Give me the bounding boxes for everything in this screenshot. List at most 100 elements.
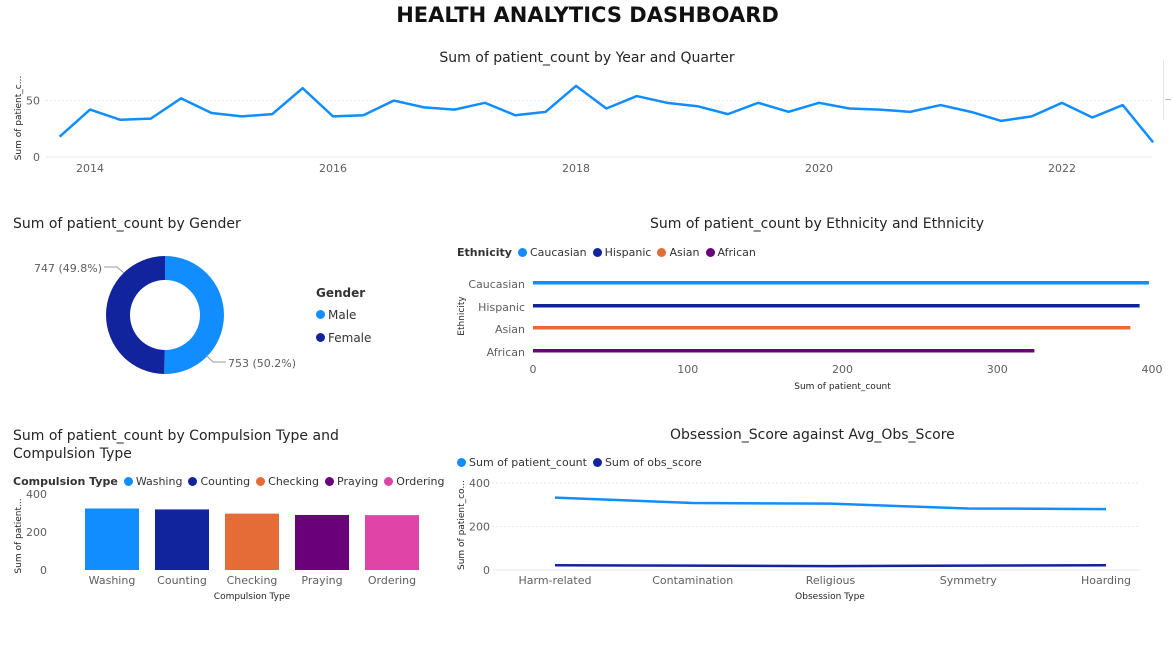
legend-item-hispanic[interactable]: Hispanic xyxy=(592,246,652,259)
series-line xyxy=(58,84,1155,144)
x-tick-label: Symmetry xyxy=(940,574,998,587)
scrollbar-track[interactable] xyxy=(1163,60,1164,120)
y-tick-label: 0 xyxy=(33,151,40,164)
x-tick-label: 400 xyxy=(1142,363,1163,376)
bar-asian xyxy=(533,326,1131,330)
gender-legend-title: Gender xyxy=(316,286,366,300)
ethnicity-chart-title: Sum of patient_count by Ethnicity and Et… xyxy=(650,216,985,232)
gender-donut-chart[interactable]: 753 (50.2%) 747 (49.8%) xyxy=(0,240,310,390)
leader-line xyxy=(205,354,226,363)
obsession-line-chart[interactable]: 0 200 400 Harm-related Contamination Religiou… xyxy=(450,470,1170,610)
legend-label: Sum of patient_count xyxy=(469,456,587,469)
x-axis-label: Sum of patient_count xyxy=(794,382,891,392)
legend-title: Ethnicity xyxy=(457,246,512,259)
legend-item-obs-score[interactable]: Sum of obs_score xyxy=(592,456,702,469)
obsession-legend[interactable]: Sum of patient_count Sum of obs_score xyxy=(457,456,708,469)
y-axis-label: Ethnicity xyxy=(457,296,467,336)
x-tick-label: 2018 xyxy=(562,162,590,175)
y-tick-label: 400 xyxy=(26,490,47,501)
y-tick-label: Asian xyxy=(495,323,525,336)
obsession-chart-title: Obsession_Score against Avg_Obs_Score xyxy=(670,427,955,443)
y-axis-label: Sum of patient_c... xyxy=(14,76,24,161)
swatch-icon xyxy=(657,248,667,257)
y-tick-label: African xyxy=(487,346,525,359)
legend-label: Hispanic xyxy=(604,246,652,259)
ethnicity-bar-chart[interactable]: Caucasian Hispanic Asian African 0 100 200 300 4… xyxy=(450,268,1170,398)
bar-counting xyxy=(155,509,209,570)
male-swatch-icon xyxy=(316,310,325,319)
legend-label: Sum of obs_score xyxy=(604,456,702,469)
bar-praying xyxy=(295,514,349,570)
swatch-icon xyxy=(517,248,527,257)
x-tick-label: 100 xyxy=(677,363,698,376)
y-axis-label: Sum of patient_co... xyxy=(457,480,467,570)
x-tick-label: Praying xyxy=(301,574,342,587)
legend-label: Praying xyxy=(337,475,379,488)
y-tick-label: 200 xyxy=(26,526,47,539)
series-line-patient-count xyxy=(554,496,1107,511)
legend-item-praying[interactable]: Praying xyxy=(325,475,378,488)
gender-legend[interactable]: Gender Male Female xyxy=(316,283,371,349)
x-tick-label: Washing xyxy=(89,574,136,587)
legend-label: Caucasian xyxy=(529,246,587,259)
legend-label: Asian xyxy=(669,246,700,259)
legend-label: Washing xyxy=(135,475,183,488)
legend-item-african[interactable]: African xyxy=(705,246,756,259)
legend-item-ordering[interactable]: Ordering xyxy=(384,475,445,488)
legend-title: Compulsion Type xyxy=(13,475,118,488)
swatch-icon xyxy=(325,477,334,486)
series-line-obs-score xyxy=(554,563,1107,568)
legend-item-asian[interactable]: Asian xyxy=(657,246,700,259)
gender-chart-title: Sum of patient_count by Gender xyxy=(13,216,241,232)
compulsion-bar-chart[interactable]: 0 200 400 Washing Counting Checking Praying Ord… xyxy=(0,490,440,610)
x-tick-label: Harm-related xyxy=(519,574,592,587)
y-tick-label: 50 xyxy=(26,95,40,108)
compulsion-legend[interactable]: Compulsion Type Washing Counting Checkin… xyxy=(13,475,451,488)
swatch-icon xyxy=(705,248,715,257)
ethnicity-legend[interactable]: Ethnicity Caucasian Hispanic Asian Afric… xyxy=(457,246,762,259)
legend-item-caucasian[interactable]: Caucasian xyxy=(517,246,587,259)
legend-label: African xyxy=(717,246,756,259)
x-tick-label: 2022 xyxy=(1048,162,1076,175)
year-quarter-line-chart[interactable]: Sum of patient_count by Year and Quarter… xyxy=(0,40,1160,190)
swatch-icon xyxy=(123,477,133,486)
legend-item-male[interactable]: Male xyxy=(316,303,371,326)
x-tick-label: Hoarding xyxy=(1081,574,1131,587)
swatch-icon xyxy=(256,477,266,486)
swatch-icon xyxy=(592,458,602,467)
legend-item-washing[interactable]: Washing xyxy=(123,475,183,488)
donut-slice-female xyxy=(105,256,165,374)
chart-title: Sum of patient_count by Year and Quarter xyxy=(439,50,734,66)
swatch-icon xyxy=(188,477,198,486)
legend-item-checking[interactable]: Checking xyxy=(256,475,319,488)
bar-washing xyxy=(85,508,139,570)
y-tick-label: 400 xyxy=(469,477,490,490)
x-tick-label: Ordering xyxy=(368,574,416,587)
y-tick-label: 200 xyxy=(469,521,490,534)
x-tick-label: 200 xyxy=(832,363,853,376)
legend-label: Counting xyxy=(200,475,251,488)
x-tick-label: 2016 xyxy=(319,162,347,175)
y-axis-label: Sum of patient... xyxy=(14,498,24,573)
legend-label: Checking xyxy=(268,475,319,488)
female-swatch-icon xyxy=(316,333,325,342)
x-tick-label: Contamination xyxy=(652,574,733,587)
y-tick-label: 0 xyxy=(40,564,47,577)
x-tick-label: Counting xyxy=(157,574,207,587)
bar-caucasian xyxy=(533,281,1149,285)
donut-slice-male xyxy=(164,256,224,374)
legend-label: Male xyxy=(328,307,357,322)
bar-hispanic xyxy=(533,304,1140,308)
compulsion-title-line1: Sum of patient_count by Compulsion Type … xyxy=(13,428,339,444)
x-tick-label: Checking xyxy=(227,574,278,587)
y-tick-label: Hispanic xyxy=(478,301,525,314)
legend-item-counting[interactable]: Counting xyxy=(188,475,250,488)
swatch-icon xyxy=(592,248,602,257)
page-title: HEALTH ANALYTICS DASHBOARD xyxy=(396,3,779,27)
legend-item-patient-count[interactable]: Sum of patient_count xyxy=(457,456,587,469)
y-tick-label: Caucasian xyxy=(468,278,525,291)
data-label: 753 (50.2%) xyxy=(228,357,296,370)
scrollbar-marker[interactable] xyxy=(1165,99,1171,100)
legend-item-female[interactable]: Female xyxy=(316,326,371,349)
legend-label: Ordering xyxy=(396,475,445,488)
